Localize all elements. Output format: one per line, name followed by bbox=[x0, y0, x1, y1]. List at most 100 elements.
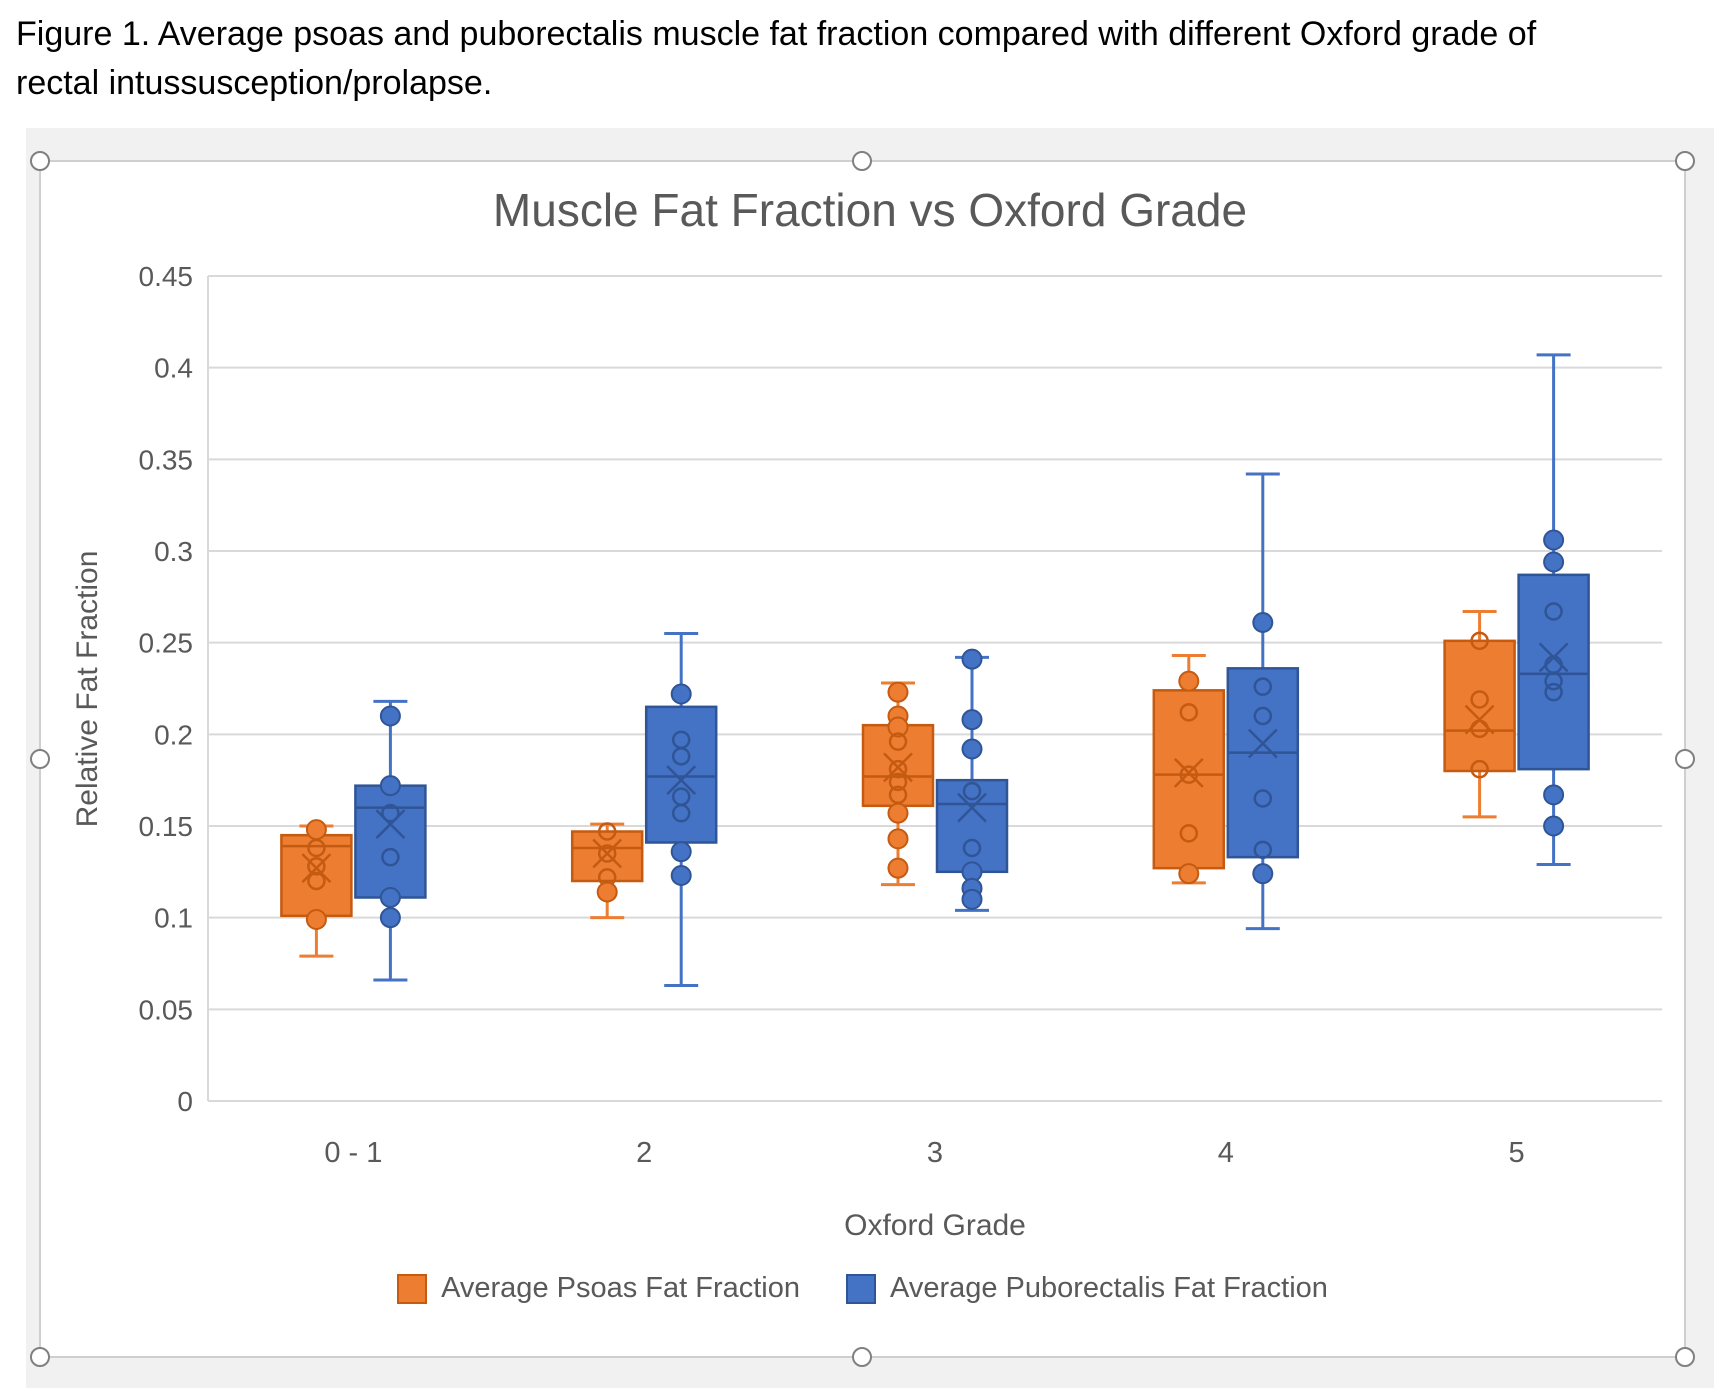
legend-item-puborectalis[interactable]: Average Puborectalis Fat Fraction bbox=[846, 1272, 1328, 1305]
selection-handle[interactable] bbox=[852, 151, 872, 171]
data-point[interactable] bbox=[1543, 529, 1565, 551]
legend-label-puborectalis: Average Puborectalis Fat Fraction bbox=[890, 1272, 1328, 1304]
box-group[interactable] bbox=[1152, 654, 1226, 885]
data-point[interactable] bbox=[1253, 840, 1273, 860]
data-point[interactable] bbox=[1253, 706, 1273, 726]
data-point[interactable] bbox=[888, 759, 908, 779]
data-point[interactable] bbox=[961, 888, 983, 910]
legend-item-psoas[interactable]: Average Psoas Fat Fraction bbox=[397, 1272, 800, 1305]
data-point[interactable] bbox=[1543, 551, 1565, 573]
data-point[interactable] bbox=[1252, 612, 1274, 633]
x-axis-title[interactable]: Oxford Grade bbox=[844, 1209, 1026, 1242]
data-point[interactable] bbox=[888, 772, 908, 792]
data-point[interactable] bbox=[887, 681, 909, 703]
data-point[interactable] bbox=[307, 871, 326, 891]
data-point[interactable] bbox=[305, 819, 327, 841]
data-point[interactable] bbox=[379, 907, 401, 929]
figure-caption: Figure 1. Average psoas and puborectalis… bbox=[16, 10, 1536, 108]
box-group[interactable] bbox=[644, 632, 718, 987]
box-group[interactable] bbox=[570, 822, 644, 920]
x-tick-label: 3 bbox=[927, 1137, 943, 1169]
data-point[interactable] bbox=[379, 887, 401, 908]
legend-swatch-puborectalis-icon bbox=[846, 1273, 876, 1304]
box[interactable] bbox=[354, 784, 427, 899]
legend-label-psoas: Average Psoas Fat Fraction bbox=[441, 1272, 800, 1304]
data-point[interactable] bbox=[961, 738, 983, 760]
data-point[interactable] bbox=[305, 909, 327, 930]
mean-x-marker bbox=[883, 752, 913, 783]
data-point[interactable] bbox=[671, 747, 691, 766]
y-axis-title[interactable]: Relative Fat Fraction bbox=[71, 551, 104, 828]
data-point[interactable] bbox=[596, 881, 618, 903]
data-point[interactable] bbox=[379, 775, 401, 797]
box-group[interactable] bbox=[1517, 353, 1590, 866]
data-point[interactable] bbox=[961, 709, 983, 731]
data-point[interactable] bbox=[597, 822, 617, 841]
series-psoas[interactable] bbox=[280, 610, 1516, 958]
chart-title[interactable]: Muscle Fat Fraction vs Oxford Grade bbox=[493, 184, 1247, 236]
box[interactable] bbox=[935, 778, 1009, 874]
box[interactable] bbox=[1226, 667, 1300, 859]
selection-handle[interactable] bbox=[852, 1347, 872, 1367]
data-point[interactable] bbox=[888, 732, 908, 751]
data-point[interactable] bbox=[670, 865, 692, 886]
selection-handle[interactable] bbox=[1675, 749, 1695, 769]
box-group[interactable] bbox=[1226, 472, 1300, 931]
data-point[interactable] bbox=[379, 705, 401, 727]
data-point[interactable] bbox=[1470, 759, 1489, 779]
selection-handle[interactable] bbox=[1675, 151, 1695, 171]
selection-handle[interactable] bbox=[30, 749, 50, 769]
box[interactable] bbox=[644, 705, 718, 844]
data-point[interactable] bbox=[1470, 690, 1489, 709]
data-point[interactable] bbox=[1179, 703, 1199, 722]
data-point[interactable] bbox=[1253, 789, 1273, 808]
series-puborectalis[interactable] bbox=[354, 353, 1590, 987]
data-point[interactable] bbox=[1178, 863, 1200, 885]
data-point[interactable] bbox=[961, 648, 983, 670]
data-point[interactable] bbox=[671, 803, 691, 823]
data-point[interactable] bbox=[962, 781, 982, 801]
data-point[interactable] bbox=[1470, 719, 1489, 739]
selection-handles bbox=[30, 151, 1695, 1367]
box-group[interactable] bbox=[861, 681, 935, 887]
box[interactable] bbox=[861, 723, 935, 808]
data-point[interactable] bbox=[1179, 824, 1199, 843]
x-tick-label: 2 bbox=[636, 1137, 652, 1169]
data-point[interactable] bbox=[381, 847, 400, 867]
y-tick-label: 0.1 bbox=[154, 903, 193, 934]
box-group[interactable] bbox=[280, 819, 353, 958]
box-group[interactable] bbox=[935, 648, 1009, 912]
data-point[interactable] bbox=[381, 803, 400, 823]
data-point[interactable] bbox=[887, 716, 909, 738]
mean-x-marker bbox=[301, 853, 332, 884]
data-point[interactable] bbox=[887, 857, 909, 879]
data-point[interactable] bbox=[962, 838, 982, 858]
data-point[interactable] bbox=[670, 841, 692, 863]
data-point[interactable] bbox=[1252, 863, 1274, 885]
data-point[interactable] bbox=[1179, 765, 1199, 784]
box-group[interactable] bbox=[354, 699, 427, 982]
data-point[interactable] bbox=[1543, 815, 1565, 837]
y-tick-label: 0.4 bbox=[154, 353, 193, 384]
selection-handle[interactable] bbox=[1675, 1347, 1695, 1367]
data-point[interactable] bbox=[887, 828, 909, 850]
data-point[interactable] bbox=[1544, 671, 1563, 691]
mean-x-marker bbox=[666, 765, 697, 796]
selection-handle[interactable] bbox=[30, 151, 50, 171]
box-group[interactable] bbox=[1443, 610, 1516, 819]
data-point[interactable] bbox=[670, 683, 692, 705]
data-point[interactable] bbox=[1470, 631, 1489, 651]
selection-handle[interactable] bbox=[30, 1347, 50, 1367]
data-point[interactable] bbox=[1253, 677, 1273, 696]
data-point[interactable] bbox=[1543, 784, 1565, 806]
data-point[interactable] bbox=[887, 802, 909, 824]
data-point[interactable] bbox=[307, 857, 326, 876]
data-point[interactable] bbox=[597, 844, 617, 863]
data-point[interactable] bbox=[1544, 602, 1563, 621]
data-point[interactable] bbox=[1544, 682, 1563, 702]
data-point[interactable] bbox=[307, 838, 326, 858]
data-point[interactable] bbox=[1178, 670, 1200, 692]
box[interactable] bbox=[1443, 639, 1516, 773]
